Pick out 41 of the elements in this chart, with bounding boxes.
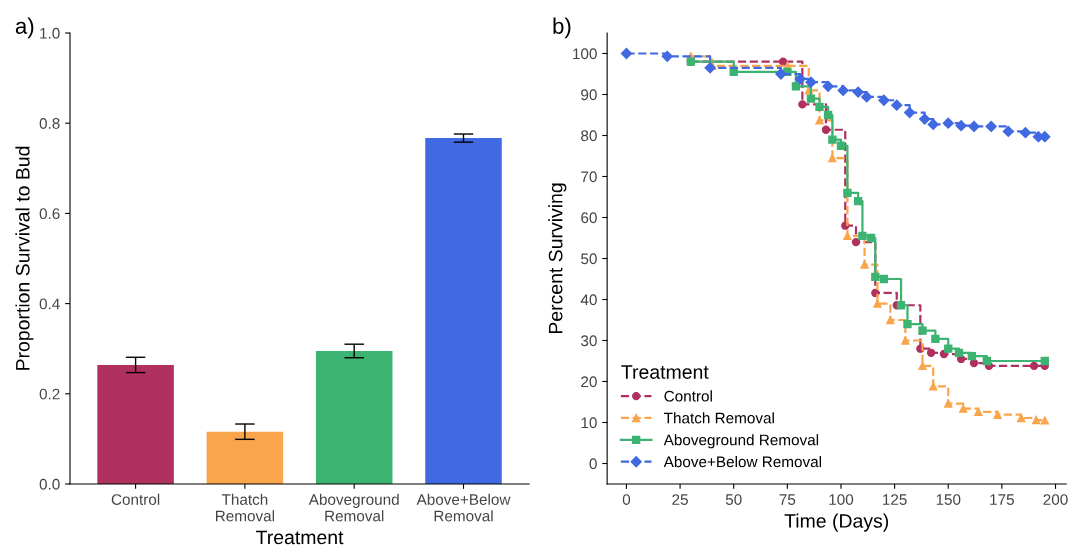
legend-title: Treatment	[621, 365, 709, 379]
x-tick-label: 175	[990, 494, 1014, 505]
chart-title: a)	[15, 17, 34, 39]
y-tick-label: 1.0	[40, 27, 60, 39]
legend-label: Aboveground Removal	[663, 434, 819, 449]
y-tick-label: 60	[581, 212, 597, 224]
legend-label: Thatch Removal	[664, 412, 774, 424]
chart-title: b)	[553, 17, 571, 39]
y-tick-label: 70	[581, 171, 597, 183]
legend-label: Above+Below Removal	[663, 456, 822, 468]
x-tick-label: 125	[883, 494, 907, 505]
x-tick-label: 25	[672, 494, 688, 505]
y-tick-label: 0.4	[39, 298, 60, 310]
y-tick-label: 20	[581, 376, 597, 388]
y-tick-label: 0.8	[39, 118, 60, 129]
x-axis-title: Time (Days)	[784, 513, 889, 532]
y-tick-label: 50	[581, 253, 597, 265]
y-axis-title: Percent Surviving	[548, 183, 567, 334]
y-tick-label: 100	[573, 48, 597, 60]
y-tick-label: 30	[581, 335, 597, 347]
x-tick-label: Aboveground Removal	[308, 493, 399, 522]
y-tick-label: 0.0	[39, 478, 60, 490]
y-tick-label: 0.6	[39, 208, 60, 220]
x-tick-label: 150	[936, 494, 961, 505]
y-tick-label: 10	[581, 417, 597, 429]
x-tick-label: Above+Below Removal	[416, 493, 511, 522]
x-tick-label: 100	[829, 494, 854, 505]
x-tick-label: 50	[725, 494, 742, 505]
legend-label: Control	[664, 390, 712, 402]
y-axis-title: Proportion Survival to Bud	[15, 146, 34, 370]
x-tick-label: 75	[779, 494, 796, 505]
x-tick-label: Thatch Removal	[216, 493, 275, 522]
x-tick-label: 0	[622, 494, 631, 505]
x-tick-label: Control	[111, 493, 160, 505]
y-tick-label: 0.2	[39, 388, 60, 400]
x-tick-label: 200	[1043, 494, 1068, 505]
y-tick-label: 40	[580, 294, 597, 306]
y-tick-label: 0	[589, 458, 597, 470]
y-tick-label: 90	[581, 89, 597, 101]
x-axis-title: Treatment	[256, 530, 344, 545]
y-tick-label: 80	[581, 130, 597, 142]
